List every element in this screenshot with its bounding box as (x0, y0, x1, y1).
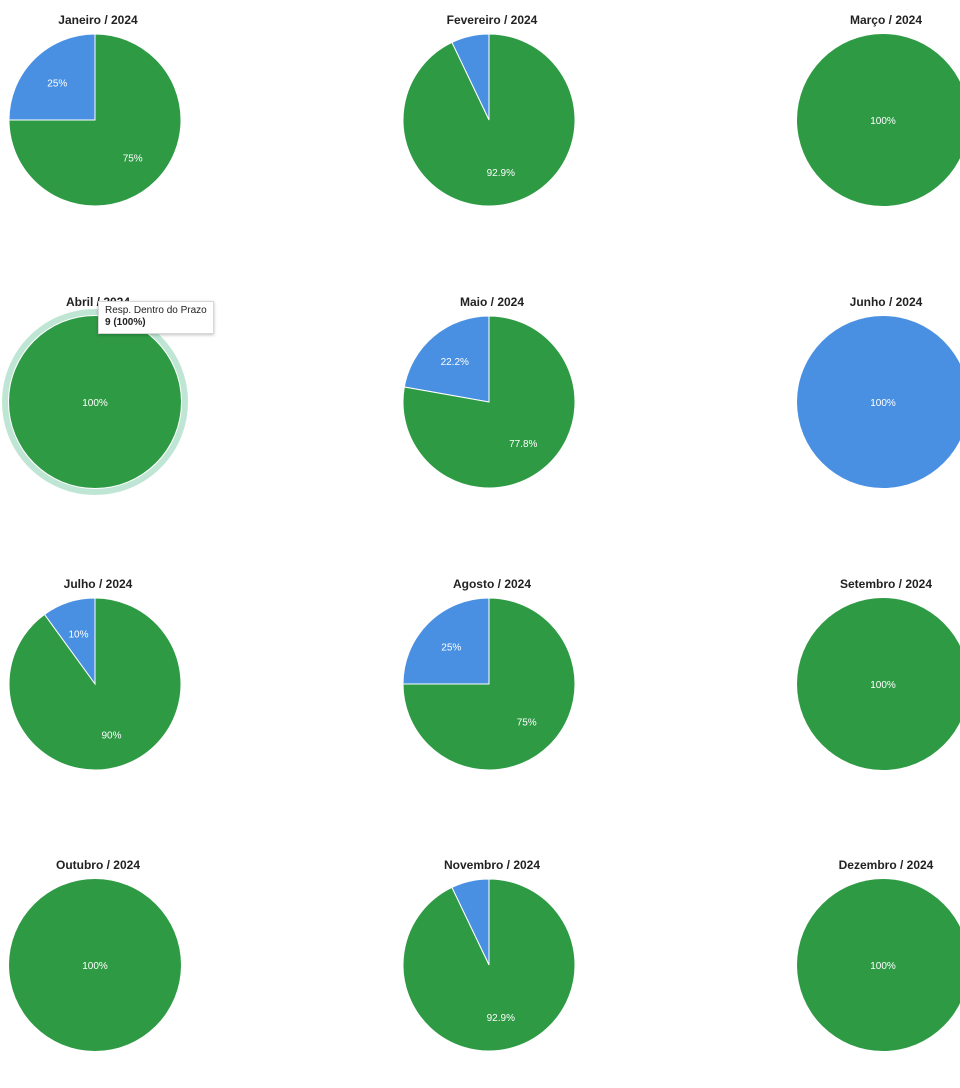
slice-label: 10% (69, 629, 89, 640)
tooltip-series-label: Resp. Dentro do Prazo (105, 305, 207, 316)
chart-title: Junho / 2024 (849, 295, 923, 309)
pie-slice[interactable] (402, 597, 490, 685)
pie-svg: 100% (9, 879, 181, 1051)
slice-label: 100% (82, 398, 108, 409)
pie-slice[interactable] (9, 879, 181, 1051)
pie-svg: 100% (797, 316, 960, 488)
pie-svg: 100% (797, 34, 960, 206)
pie-svg: 25% 75% (8, 33, 182, 207)
slice-label: 92.9% (487, 1013, 515, 1024)
chart-title: Outubro / 2024 (55, 858, 141, 872)
pie-chart[interactable]: Novembro / 2024 92.9% (402, 858, 602, 1088)
chart-title: Fevereiro / 2024 (446, 13, 538, 27)
pie-svg: 100% (797, 879, 960, 1051)
pie-svg: 100% (797, 598, 960, 770)
pie-chart[interactable]: Março / 2024 100% (796, 13, 960, 243)
pie-slice[interactable] (8, 33, 96, 121)
chart-title: Agosto / 2024 (452, 577, 532, 591)
pie-svg: 25% 75% (402, 597, 576, 771)
pie-svg: 10% 90% (8, 597, 182, 771)
slice-label: 100% (870, 961, 896, 972)
pie-chart[interactable]: Janeiro / 2024 25% 75% (8, 13, 208, 243)
chart-title: Janeiro / 2024 (58, 13, 138, 27)
pie-slice[interactable] (797, 598, 960, 770)
tooltip-value: 9 (100%) (105, 317, 146, 328)
pie-slice[interactable] (402, 33, 576, 207)
chart-title: Maio / 2024 (459, 295, 525, 309)
pie-slice[interactable] (403, 315, 490, 403)
slice-label: 90% (101, 731, 121, 742)
pie-slice[interactable] (797, 316, 960, 488)
pie-slice[interactable] (8, 33, 182, 207)
pie-slice[interactable] (9, 316, 181, 488)
chart-title: Julho / 2024 (63, 577, 133, 591)
pie-slice[interactable] (402, 878, 576, 1052)
slice-label: 75% (517, 718, 537, 729)
slice-label: 25% (441, 642, 461, 653)
pie-chart[interactable]: Fevereiro / 2024 92.9% (402, 13, 602, 243)
pie-chart[interactable]: Dezembro / 2024 100% (796, 858, 960, 1088)
pie-chart[interactable]: Outubro / 2024 100% (8, 858, 208, 1088)
pie-svg: 100% (2, 309, 188, 495)
hover-highlight-ring (2, 309, 188, 495)
slice-label: 25% (47, 78, 67, 89)
slice-label: 100% (870, 680, 896, 691)
chart-title: Março / 2024 (849, 13, 923, 27)
pie-svg: 22.2% 77.8% (402, 315, 576, 489)
chart-tooltip: Resp. Dentro do Prazo 9 (100%) (98, 301, 214, 334)
pie-slice[interactable] (8, 597, 182, 771)
pie-chart[interactable]: Junho / 2024 100% (796, 295, 960, 525)
pie-chart[interactable]: Agosto / 2024 25% 75% (402, 577, 602, 807)
pie-svg: 92.9% (402, 33, 576, 207)
slice-label: 100% (82, 961, 108, 972)
pie-chart[interactable]: Setembro / 2024 100% (796, 577, 960, 807)
pie-chart[interactable]: Julho / 2024 10% 90% (8, 577, 208, 807)
pie-slice[interactable] (402, 315, 576, 489)
pie-slice[interactable] (402, 597, 576, 771)
slice-label: 92.9% (487, 168, 515, 179)
chart-title: Setembro / 2024 (839, 577, 933, 591)
slice-label: 77.8% (509, 439, 537, 450)
slice-label: 100% (870, 116, 896, 127)
pie-slice[interactable] (797, 879, 960, 1051)
pie-svg: 92.9% (402, 878, 576, 1052)
slice-label: 22.2% (441, 357, 469, 368)
slice-label: 75% (123, 154, 143, 165)
pie-slice[interactable] (797, 34, 960, 206)
slice-label: 100% (870, 398, 896, 409)
chart-title: Dezembro / 2024 (838, 858, 934, 872)
chart-title: Novembro / 2024 (443, 858, 541, 872)
pie-chart[interactable]: Maio / 2024 22.2% 77.8% (402, 295, 602, 525)
